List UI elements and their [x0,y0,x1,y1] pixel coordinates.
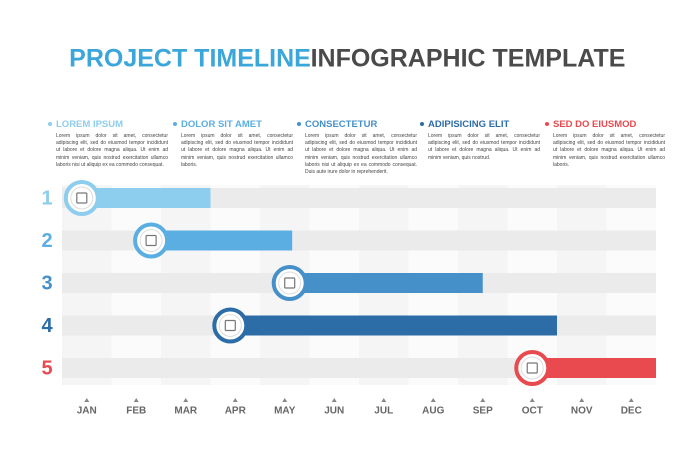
tick-marker [282,398,288,402]
marker-icon [526,362,538,374]
tick-marker [430,398,436,402]
marker-inner [278,271,302,295]
x-tick-label: JUL [374,406,393,417]
marker-inner [139,229,163,252]
row-label: 4 [41,315,53,337]
x-tick-label: SEP [473,406,493,417]
tick-marker [381,398,387,402]
tick-marker [183,398,189,402]
row-label: 2 [41,230,52,252]
legend-dot [48,121,52,126]
legend-text: Lorem ipsum dolor sit amet, consectetur … [56,133,168,168]
x-tick-label: APR [225,406,247,417]
x-tick-label: FEB [126,406,146,417]
x-tick-label: MAY [274,406,296,417]
bar [151,230,293,251]
legend-dot [173,121,177,126]
tick-marker [232,398,238,402]
legend-label: ADIPISICING ELIT [428,119,510,130]
marker-icon [284,277,296,289]
x-tick-label: DEC [621,406,642,417]
marker-inner [520,356,544,380]
marker-inner [70,186,94,210]
legend-dot [297,121,301,126]
legend-dot [545,121,549,126]
row-label: 5 [41,357,52,379]
x-tick-label: JAN [77,406,97,417]
tick-marker [529,398,535,402]
bar [532,358,656,378]
x-tick-label: NOV [571,406,593,417]
legend-item: SED DO EIUSMOD Lorem ipsum dolor sit amet… [545,119,665,169]
chart-subtitle: INFOGRAPHIC TEMPLATE [311,45,626,73]
legend-label: SED DO EIUSMOD [553,119,637,130]
legend-dot [420,121,424,126]
x-tick-label: MAR [174,406,198,417]
tick-marker [84,398,90,402]
row-label: 1 [41,187,52,209]
legend-title: CONSECTETUR [297,119,417,130]
tick-marker [628,398,634,402]
chart-title: PROJECT TIMELINE [69,45,311,73]
legend-label: LOREM IPSUM [56,119,124,130]
x-tick-label: JUN [324,406,344,417]
legend-item: LOREM IPSUM Lorem ipsum dolor sit amet, c… [48,119,168,169]
legend-title: ADIPISICING ELIT [420,119,540,130]
x-tick-label: AUG [422,406,444,417]
bar [230,315,558,336]
legend-text: Lorem ipsum dolor sit amet, consectetur … [181,133,293,168]
bar [289,273,483,293]
marker-inner [218,314,242,337]
tick-marker [579,398,585,402]
marker-icon [76,192,88,204]
row-stripe [62,358,656,378]
x-tick-label: OCT [522,406,543,417]
legend-title: SED DO EIUSMOD [545,119,665,130]
legend-text: Lorem ipsum dolor sit amet, consectetur … [553,133,665,168]
legend-item: DOLOR SIT AMET Lorem ipsum dolor sit amet… [173,119,293,169]
legend-label: DOLOR SIT AMET [181,119,262,130]
legend-text: Lorem ipsum dolor sit amet, consectetur … [428,133,540,161]
legend-text: Lorem ipsum dolor sit amet, consectetur … [305,133,417,176]
legend-title: DOLOR SIT AMET [173,119,293,130]
legend-item: ADIPISICING ELIT Lorem ipsum dolor sit am… [420,119,540,162]
bar [81,188,211,208]
tick-marker [133,398,139,402]
marker-icon [145,234,157,247]
legend-label: CONSECTETUR [305,119,378,130]
row-label: 3 [41,272,52,294]
tick-marker [480,398,486,402]
marker-icon [224,319,236,332]
legend-item: CONSECTETUR Lorem ipsum dolor sit amet, c… [297,119,417,176]
legend-title: LOREM IPSUM [48,119,168,130]
tick-marker [331,398,337,402]
